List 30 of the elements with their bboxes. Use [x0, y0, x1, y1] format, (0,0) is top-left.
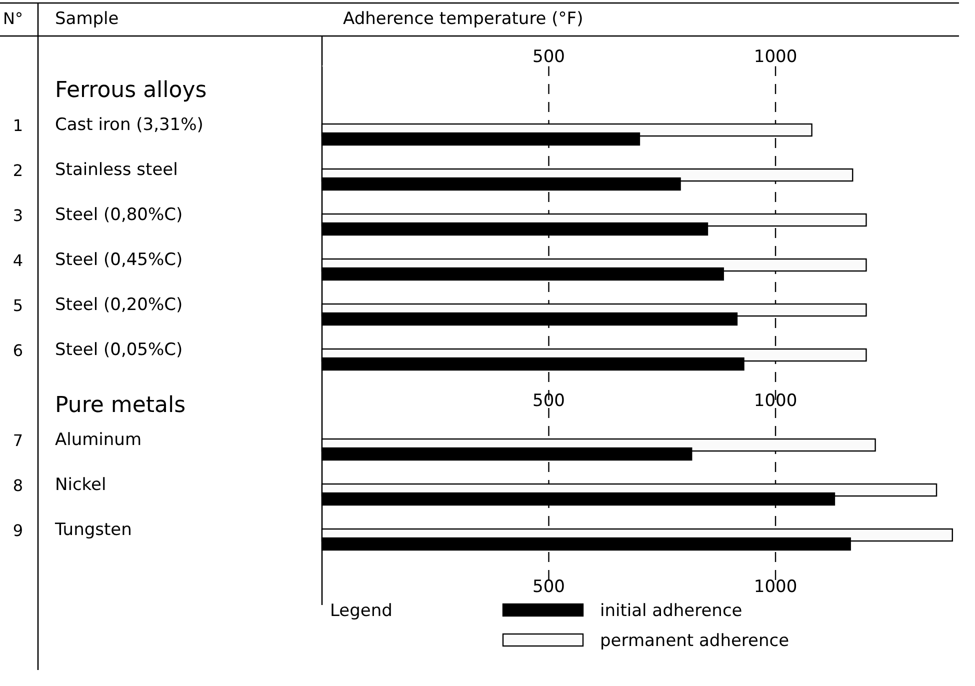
y-tick-label: Nickel [55, 475, 106, 495]
annotation: 500 [532, 577, 565, 597]
y-tick-label: Steel (0,20%C) [55, 295, 183, 315]
y-tick-label: Tungsten [54, 520, 132, 540]
text: 1 [12, 116, 24, 135]
x2-tick-label: 500 [532, 391, 565, 411]
text: 2 [12, 161, 24, 180]
text: 7 [12, 431, 24, 450]
y-tick-label: Ferrous alloys [55, 78, 207, 103]
y-axis-title: Sample [55, 9, 119, 29]
y-tick-label: Steel (0,80%C) [55, 205, 183, 225]
text: 5 [12, 296, 24, 315]
legend-title: Legend [330, 601, 392, 621]
y-tick-label: Steel (0,45%C) [55, 250, 183, 270]
x2-tick-label: 1000 [754, 391, 798, 411]
x-axis-title: Adherence temperature (°F) [343, 9, 584, 29]
y-tick-label: Cast iron (3,31%) [55, 115, 204, 135]
text: 8 [12, 476, 24, 495]
y-tick-label: Stainless steel [55, 160, 178, 180]
text: 6 [12, 341, 24, 360]
text: 4 [12, 251, 24, 270]
text: N° [3, 9, 23, 28]
y-tick-label: Pure metals [55, 393, 186, 418]
text: 9 [12, 521, 24, 540]
y-tick-label: Steel (0,05%C) [55, 340, 183, 360]
legend-label: permanent adherence [600, 631, 790, 651]
annotation: 1000 [754, 577, 798, 597]
text: 3 [12, 206, 24, 225]
legend-label: initial adherence [600, 601, 742, 621]
y-tick-label: Aluminum [55, 430, 142, 450]
